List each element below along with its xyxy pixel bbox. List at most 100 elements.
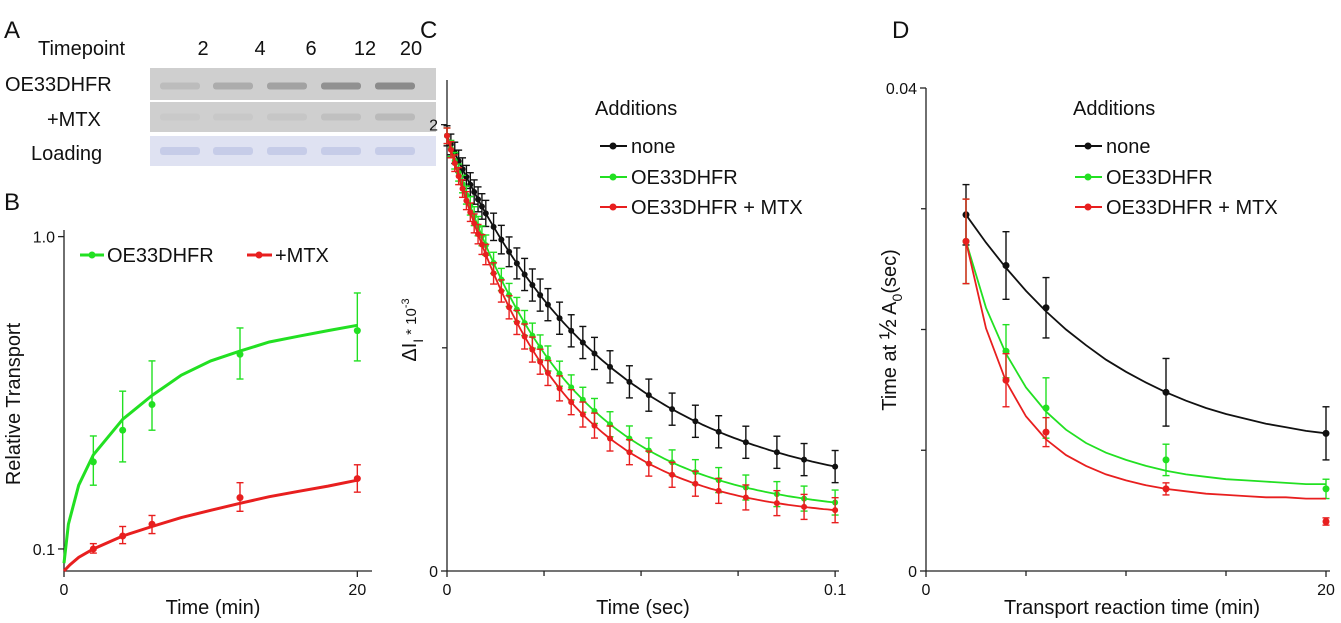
panel-c-curve-oe33dhfr-mtx [446, 135, 836, 512]
panel-d-curve-oe33dhfr-mtx [965, 241, 1326, 500]
panel-b-legend: OE33DHFR +MTX [80, 245, 329, 267]
legend-d-none-marker [1084, 142, 1092, 150]
gel-band-loading-20 [375, 147, 415, 155]
panel-c-point-none-0.042 [607, 363, 614, 370]
panel-d-point-oe33dhfr-mtx-12 [1162, 485, 1170, 493]
panel-d-point-oe33dhfr-mtx-20 [1322, 517, 1330, 525]
panel-d-curve-none [965, 214, 1327, 435]
legend-c-mtx-marker [609, 203, 617, 211]
panel-b-x-tick-label-0: 0 [60, 582, 69, 599]
panel-b-point-oe33dhfr-20 [353, 327, 361, 335]
panel-c-point-none-0.047 [626, 378, 633, 385]
panel-c-letter: C [420, 17, 437, 44]
panel-c-point-oe33dhfr-mtx-0.005 [463, 197, 470, 204]
panel-d: D Time at ½ A0(sec) Transport reaction t… [875, 17, 1335, 619]
panel-d-point-oe33dhfr-20 [1322, 485, 1330, 493]
panel-c-point-none-0.07 [715, 428, 722, 435]
panel-c-point-oe33dhfr-mtx-0.003 [455, 173, 462, 180]
panel-c-point-none-0.077 [742, 439, 749, 446]
panel-d-ylabel: Time at ½ A0(sec) [875, 249, 905, 411]
panel-c-legend: Additions none OE33DHFR OE33DHFR + MTX [595, 98, 803, 219]
panel-b-point-mtx-12 [236, 494, 244, 502]
panel-b-point-mtx-20 [353, 475, 361, 483]
panel-b-y-tick-label-1-0: 1.0 [33, 230, 55, 247]
panel-c-point-none-0.058 [669, 406, 676, 413]
panel-c-point-oe33dhfr-mtx-0.008 [475, 231, 482, 238]
gel-band-oe33dhfr-12 [321, 82, 361, 90]
timepoint-label-12: 12 [354, 38, 376, 60]
panel-c-point-none-0.052 [645, 392, 652, 399]
panel-c-point-oe33dhfr-mtx-0.092 [801, 503, 808, 510]
panel-c-point-oe33dhfr-mtx-0.052 [645, 460, 652, 467]
panel-d-ylabel-unit: (sec) [879, 249, 901, 293]
panel-c-x-tick-label-0: 0 [443, 582, 452, 599]
panel-c-ylabel: ΔII * 10-3 [399, 298, 426, 361]
gel-band-mtx-12 [321, 113, 361, 121]
panel-c-point-none-0.026 [544, 301, 551, 308]
panel-c-point-none-0.01 [482, 210, 489, 217]
panel-a-letter: A [4, 17, 20, 44]
panel-c-point-oe33dhfr-mtx-0.07 [715, 487, 722, 494]
panel-c-point-none-0.02 [521, 271, 528, 278]
panel-c-point-none-0.029 [556, 315, 563, 322]
panel-d-point-oe33dhfr-12 [1162, 456, 1170, 464]
legend-b-oe33dhfr-label: OE33DHFR [107, 245, 214, 267]
panel-c-point-oe33dhfr-0.035 [579, 396, 586, 403]
panel-c-point-none-0.1 [832, 463, 839, 470]
legend-b-oe33dhfr-marker [88, 251, 96, 259]
legend-d-mtx-label: OE33DHFR + MTX [1106, 197, 1278, 219]
panel-b-curve-mtx [62, 478, 358, 573]
panel-c-point-none-0.032 [568, 327, 575, 334]
panel-c-point-none-0.064 [692, 418, 699, 425]
gel-band-mtx-20 [375, 113, 415, 121]
panel-c-ylabel-delta: ΔI [399, 343, 421, 362]
legend-d-oe33dhfr-label: OE33DHFR [1106, 167, 1213, 189]
panel-c-point-none-0.007 [471, 189, 478, 196]
panel-d-point-none-12 [1162, 388, 1170, 396]
legend-c-none-label: none [631, 136, 676, 158]
legend-c-title: Additions [595, 98, 677, 120]
gel-band-oe33dhfr-4 [213, 82, 253, 90]
panel-b-point-mtx-6 [148, 520, 156, 528]
panel-c-point-none-0.016 [506, 248, 513, 255]
panel-d-point-oe33dhfr-mtx-4 [1002, 376, 1010, 384]
panel-b-xlabel: Time (min) [166, 597, 261, 619]
panel-c-point-oe33dhfr-mtx-0.01 [482, 251, 489, 258]
legend-d-none-label: none [1106, 136, 1151, 158]
panel-b-letter: B [4, 189, 20, 216]
panel-c-point-oe33dhfr-mtx-0.002 [451, 160, 458, 167]
panel-c-point-oe33dhfr-mtx-0.029 [556, 385, 563, 392]
panel-c-point-oe33dhfr-mtx-0 [444, 132, 450, 139]
panel-b-y-tick-label-0-1: 0.1 [33, 542, 55, 559]
panel-c-point-oe33dhfr-mtx-0.1 [832, 507, 839, 514]
panel-d-ylabel-a: A [879, 301, 901, 319]
gel-band-mtx-6 [267, 113, 307, 121]
legend-d-title: Additions [1073, 98, 1155, 120]
legend-d-oe33dhfr-marker [1084, 173, 1092, 181]
panel-c-point-oe33dhfr-mtx-0.004 [459, 185, 466, 192]
panel-c-point-oe33dhfr-mtx-0.035 [579, 411, 586, 418]
panel-c-point-oe33dhfr-mtx-0.02 [521, 333, 528, 340]
panel-a: A Timepoint 2 4 6 12 20 OE33DHFR +MTX Lo… [4, 17, 436, 166]
panel-b-point-mtx-4 [119, 532, 127, 540]
legend-c-oe33dhfr-marker [609, 173, 617, 181]
panel-d-point-none-4 [1002, 262, 1010, 270]
gel-band-loading-12 [321, 147, 361, 155]
timepoint-label: Timepoint [38, 38, 126, 60]
legend-b-mtx-label: +MTX [275, 245, 329, 267]
panel-c-point-none-0.009 [478, 203, 485, 210]
panel-b-point-oe33dhfr-4 [119, 426, 127, 434]
gel-row-label-oe33dhfr: OE33DHFR [5, 74, 112, 96]
panel-c-point-oe33dhfr-mtx-0.047 [626, 449, 633, 456]
gel-band-loading-6 [267, 147, 307, 155]
legend-c-oe33dhfr-label: OE33DHFR [631, 167, 738, 189]
panel-d-ylabel-main: Time at [879, 339, 901, 411]
panel-c-point-oe33dhfr-mtx-0.032 [568, 399, 575, 406]
panel-c-point-none-0.008 [475, 196, 482, 203]
panel-d-legend: Additions none OE33DHFR OE33DHFR + MTX [1073, 98, 1278, 219]
panel-c-point-oe33dhfr-mtx-0.014 [498, 287, 505, 294]
panel-c-plot: 0 0.1 0 2 [429, 80, 846, 599]
gel-band-mtx-4 [213, 113, 253, 121]
panel-c-point-none-0.018 [513, 260, 520, 267]
panel-c-point-oe33dhfr-mtx-0.058 [669, 471, 676, 478]
